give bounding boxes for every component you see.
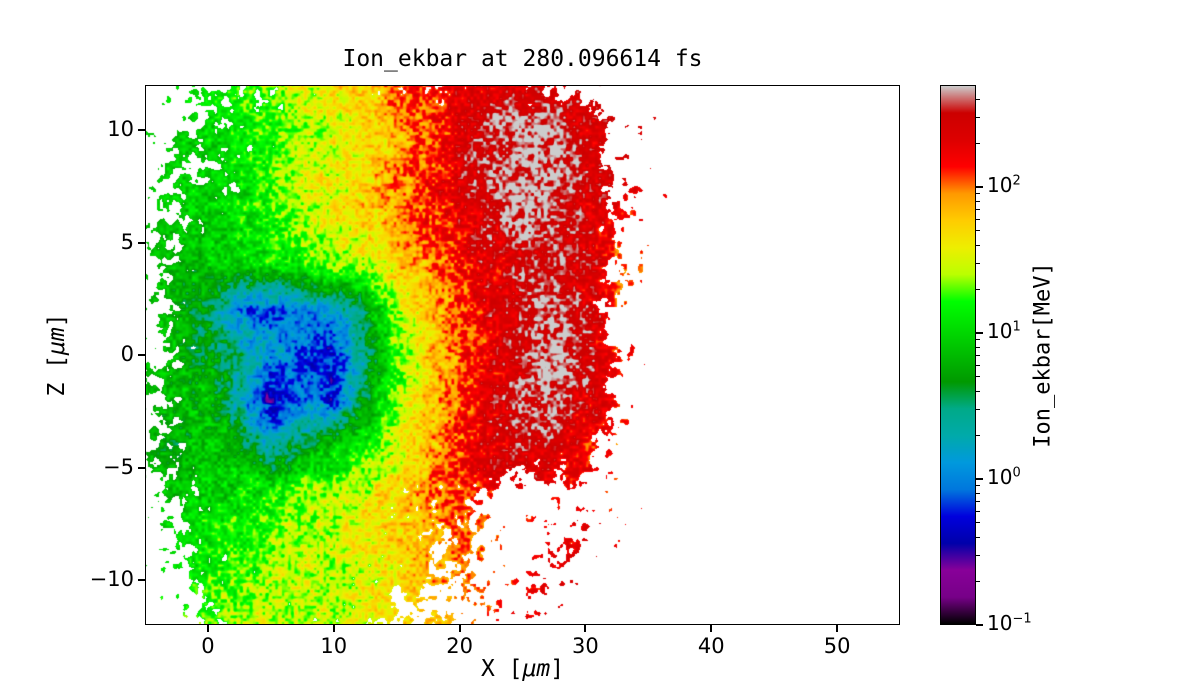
plot-title: Ion_ekbar at 280.096614 fs xyxy=(342,46,703,72)
colorbar-tick-label: 10−1 xyxy=(987,611,1032,635)
colorbar-tick xyxy=(976,478,983,480)
colorbar-minor-tick xyxy=(976,536,980,538)
x-tick-label: 20 xyxy=(446,634,473,658)
colorbar-minor-tick xyxy=(976,193,980,195)
colorbar-minor-tick xyxy=(976,339,980,341)
colorbar-minor-tick xyxy=(976,364,980,366)
y-tick-label: 10 xyxy=(107,117,134,141)
x-axis-unit: μm xyxy=(522,656,551,682)
colorbar-minor-tick xyxy=(976,142,980,144)
colorbar-minor-tick xyxy=(976,485,980,487)
colorbar-minor-tick xyxy=(976,209,980,211)
colorbar-minor-tick xyxy=(976,376,980,378)
x-tick xyxy=(836,625,839,632)
colorbar-minor-tick xyxy=(976,262,980,264)
colorbar-minor-tick xyxy=(976,408,980,410)
x-tick-label: 50 xyxy=(823,634,851,658)
x-tick-label: 10 xyxy=(320,634,348,658)
colorbar-minor-tick xyxy=(976,244,980,246)
colorbar-minor-tick xyxy=(976,200,980,202)
colorbar xyxy=(940,85,976,625)
colorbar-minor-tick xyxy=(976,98,980,100)
x-tick xyxy=(710,625,713,632)
x-axis-label: X [μm] xyxy=(145,656,900,682)
colorbar-tick xyxy=(976,332,983,335)
y-tick xyxy=(138,466,145,469)
colorbar-minor-tick xyxy=(976,346,980,348)
x-tick-label: 30 xyxy=(572,634,599,658)
colorbar-tick xyxy=(976,186,983,189)
y-tick-label: −10 xyxy=(89,567,134,591)
colorbar-minor-tick xyxy=(976,580,980,582)
y-axis-label-prefix: Z [ xyxy=(44,355,70,397)
heatmap-canvas xyxy=(145,85,900,625)
colorbar-minor-tick xyxy=(976,554,980,556)
y-axis-label-suffix: ] xyxy=(44,313,70,328)
x-tick-label: 0 xyxy=(201,634,215,658)
x-axis-label-suffix: ] xyxy=(550,656,565,682)
x-tick xyxy=(206,625,209,632)
colorbar-tick-label: 102 xyxy=(987,173,1021,198)
colorbar-minor-tick xyxy=(976,492,980,494)
colorbar-tick xyxy=(976,624,983,626)
colorbar-tick-label: 100 xyxy=(987,465,1021,489)
x-tick xyxy=(332,625,335,632)
x-tick-label: 40 xyxy=(697,634,725,658)
y-tick-label: −5 xyxy=(103,454,134,479)
colorbar-minor-tick xyxy=(976,288,980,290)
y-axis-unit: μm xyxy=(44,327,70,356)
colorbar-minor-tick xyxy=(976,355,980,357)
colorbar-minor-tick xyxy=(976,116,980,118)
y-tick xyxy=(138,579,145,581)
colorbar-minor-tick xyxy=(976,522,980,524)
y-tick-label: 5 xyxy=(120,229,134,254)
y-tick-label: 0 xyxy=(120,342,134,366)
colorbar-minor-tick xyxy=(976,230,980,232)
colorbar-minor-tick xyxy=(976,390,980,392)
x-tick xyxy=(458,625,461,632)
colorbar-label: Ion_ekbar[MeV] xyxy=(1030,262,1056,448)
y-axis-label: Z [μm] xyxy=(44,313,70,396)
colorbar-minor-tick xyxy=(976,218,980,220)
colorbar-tick-label: 101 xyxy=(987,319,1021,344)
colorbar-minor-tick xyxy=(976,510,980,512)
y-tick xyxy=(138,129,145,131)
x-axis-label-prefix: X [ xyxy=(480,656,523,682)
x-tick xyxy=(584,625,587,632)
colorbar-minor-tick xyxy=(976,434,980,436)
colorbar-minor-tick xyxy=(976,501,980,503)
y-tick xyxy=(138,241,145,244)
y-tick xyxy=(138,354,145,356)
